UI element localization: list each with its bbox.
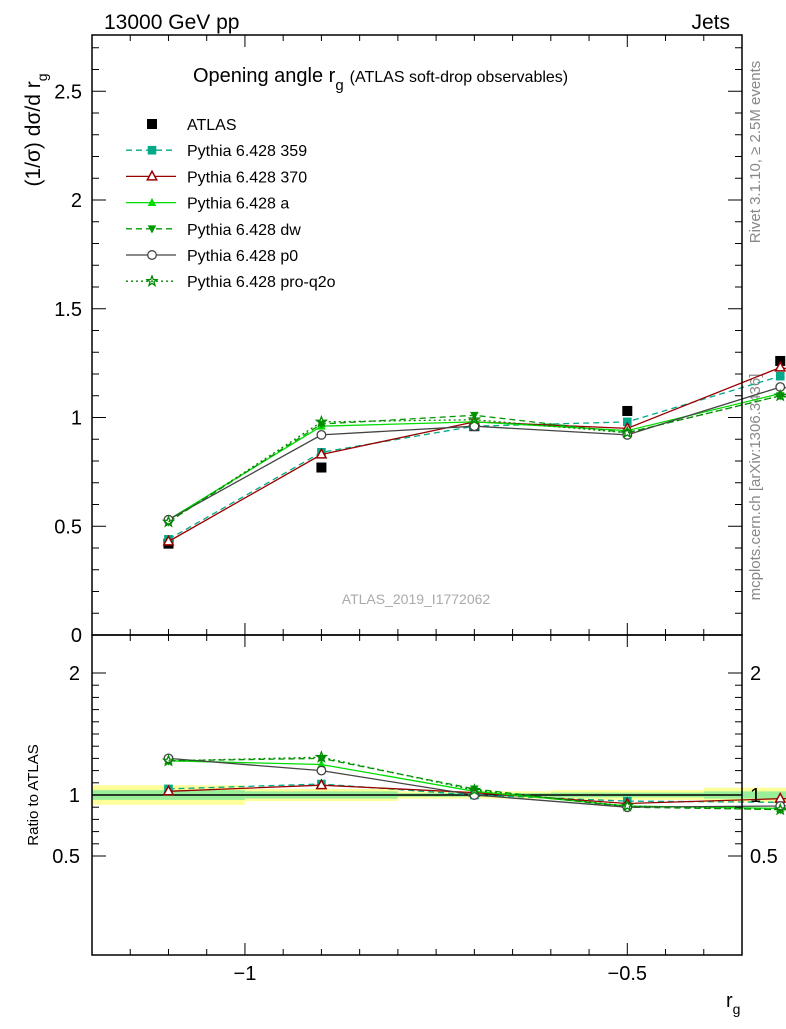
legend-marker	[148, 251, 157, 260]
legend-label: Pythia 6.428 dw	[187, 222, 301, 239]
ratio-y-tick-label-right: 0.5	[750, 846, 778, 868]
legend-entry-6: Pythia 6.428 pro-q2o	[126, 274, 336, 291]
legend-entry-5: Pythia 6.428 p0	[126, 248, 298, 265]
legend-marker	[147, 171, 156, 180]
main-y-tick-label: 1	[71, 408, 82, 430]
data-point	[622, 406, 632, 416]
x-tick-label: −0.5	[608, 963, 647, 985]
header-category: Jets	[691, 11, 730, 34]
main-y-tick-label: 2.5	[54, 81, 82, 103]
ratio-y-axis-label: Ratio to ATLAS	[25, 744, 42, 845]
legend-label: Pythia 6.428 p0	[187, 248, 298, 265]
rivet-label: Rivet 3.1.10, ≥ 2.5M events	[747, 61, 764, 244]
series-4	[164, 392, 786, 526]
main-y-tick-label: 1.5	[54, 299, 82, 321]
series-line	[169, 387, 786, 520]
series-0	[163, 356, 786, 549]
main-y-tick-label: 0	[71, 625, 82, 647]
ratio-series-5	[164, 752, 786, 814]
legend-marker	[148, 146, 157, 155]
series-5	[164, 383, 786, 524]
main-y-tick-label: 2	[71, 190, 82, 212]
ratio-point	[317, 766, 326, 775]
data-point	[317, 431, 326, 440]
legend-label: Pythia 6.428 pro-q2o	[187, 274, 336, 291]
main-y-axis-label: (1/σ) dσ/d rg	[22, 73, 50, 186]
legend-entry-2: Pythia 6.428 370	[126, 169, 307, 186]
legend-entry-1: Pythia 6.428 359	[126, 143, 307, 160]
ratio-y-tick-label-left: 1	[69, 785, 80, 807]
legend-label: Pythia 6.428 370	[187, 169, 307, 186]
data-point	[316, 463, 326, 473]
series-6	[164, 391, 786, 526]
main-y-tick-label: 0.5	[54, 516, 82, 538]
legend-marker	[147, 119, 157, 129]
ratio-line	[169, 761, 786, 810]
legend-entry-4: Pythia 6.428 dw	[126, 222, 301, 239]
legend-label: ATLAS	[187, 117, 237, 134]
legend-label: Pythia 6.428 359	[187, 143, 307, 160]
ratio-y-tick-label-right: 1	[750, 785, 761, 807]
data-point	[776, 372, 785, 381]
x-tick-label: −1	[234, 963, 257, 985]
series-line	[169, 368, 786, 542]
series-2	[164, 362, 786, 545]
ratio-y-tick-label-right: 2	[750, 663, 761, 685]
series-line	[169, 376, 786, 539]
legend-entry-3: Pythia 6.428 a	[126, 196, 289, 213]
series-1	[164, 372, 786, 544]
main-title: Opening angle rg(ATLAS soft-drop observa…	[193, 65, 568, 94]
analysis-watermark: ATLAS_2019_I1772062	[342, 591, 491, 607]
mcplots-label: mcplots.cern.ch [arXiv:1306.3436]	[747, 374, 764, 601]
header-energy: 13000 GeV pp	[104, 11, 239, 34]
legend-label: Pythia 6.428 a	[187, 196, 289, 213]
series-3	[164, 389, 786, 523]
x-axis-label: rg	[726, 990, 740, 1017]
ratio-y-tick-label-left: 2	[69, 663, 80, 685]
ratio-series-2	[164, 756, 786, 813]
ratio-y-tick-label-left: 0.5	[52, 846, 80, 868]
legend-entry-0: ATLAS	[147, 117, 237, 134]
